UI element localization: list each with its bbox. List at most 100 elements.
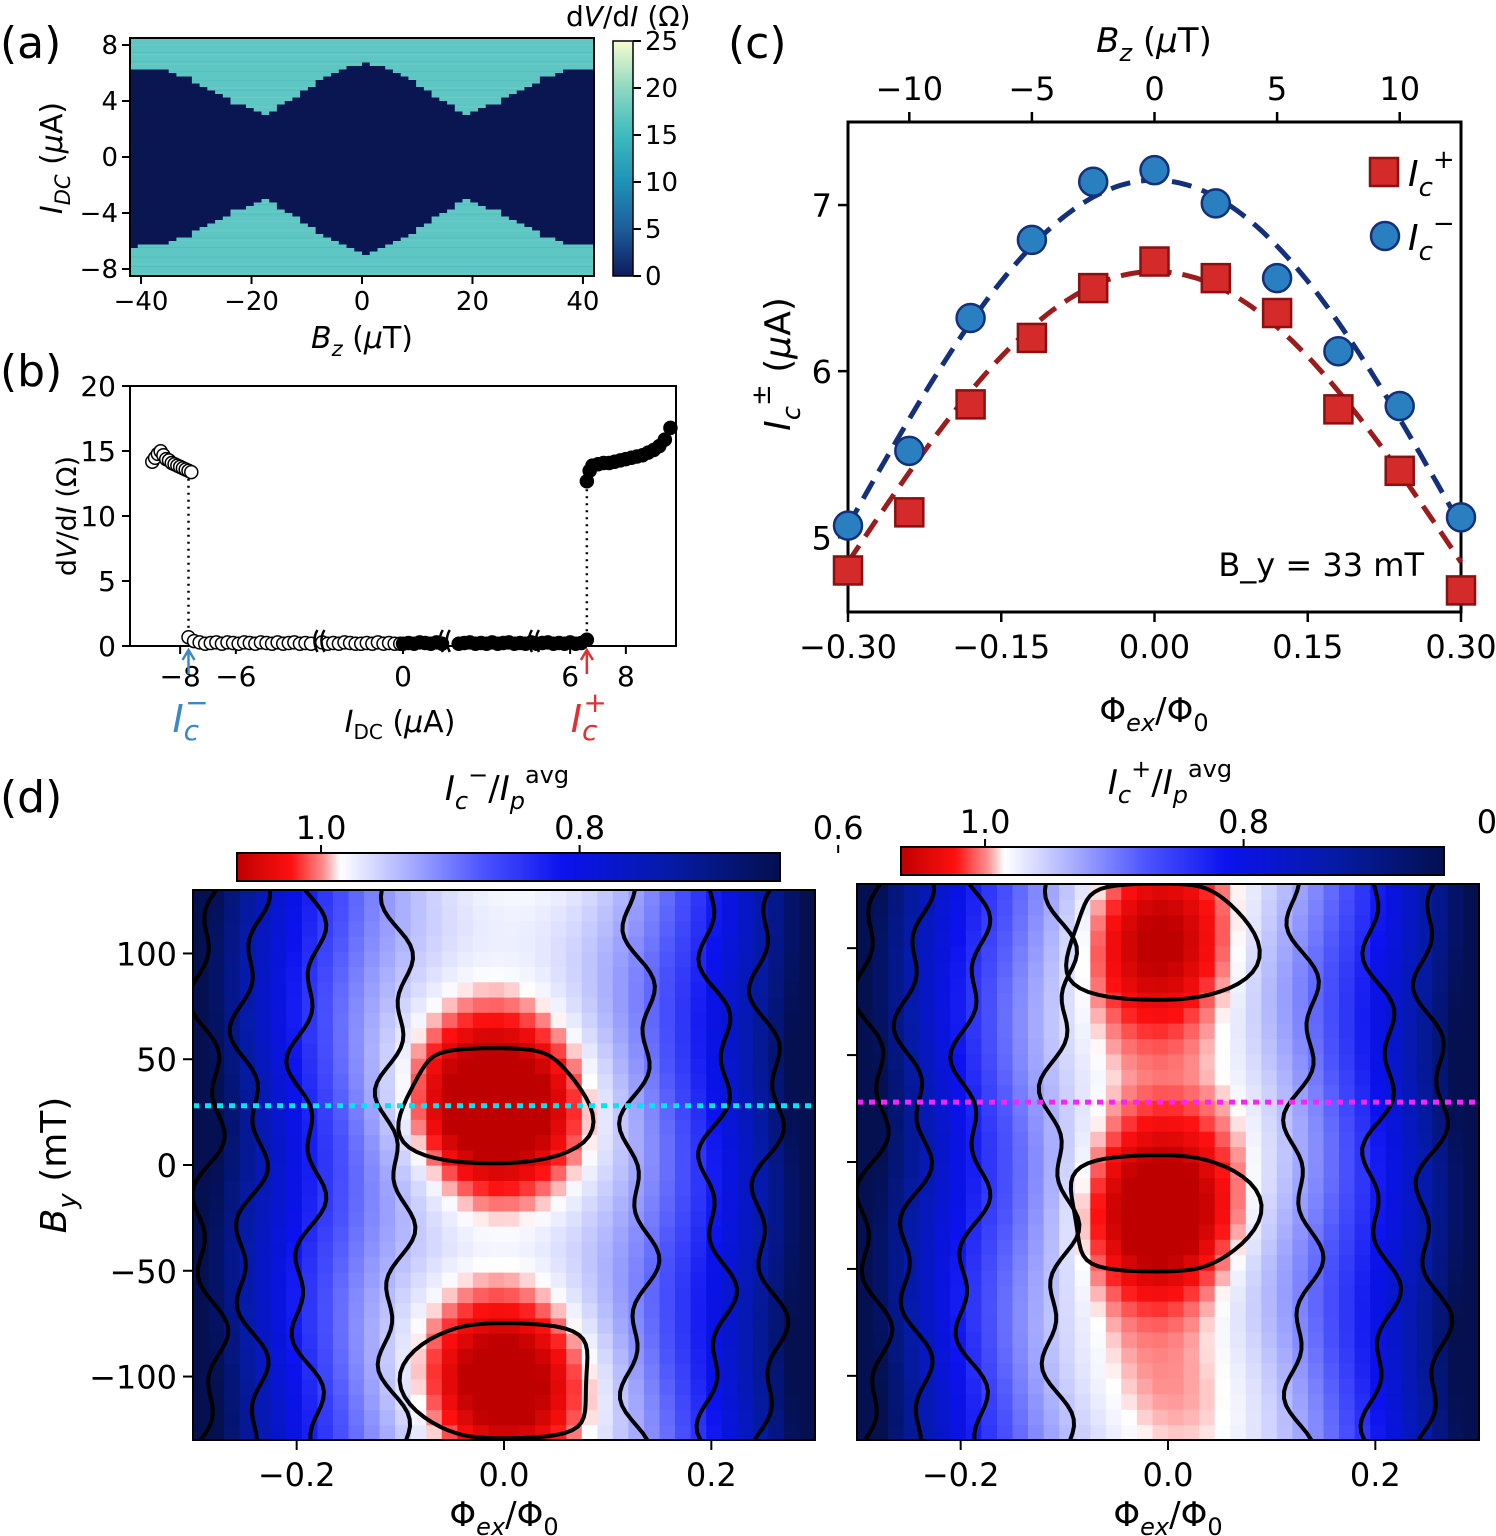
heatmap-cell — [1136, 1301, 1153, 1317]
heatmap-cell — [1261, 1069, 1278, 1086]
heatmap-cell — [457, 1088, 474, 1105]
heatmap-cell — [379, 935, 396, 952]
heatmap-cell — [224, 1134, 241, 1151]
heatmap-cell — [934, 1316, 951, 1333]
heatmap-cell — [597, 1012, 614, 1029]
heatmap-cell — [1245, 1285, 1262, 1302]
heatmap-cell — [1385, 1038, 1402, 1055]
heatmap-cell — [1168, 1038, 1185, 1055]
heatmap-cell — [1401, 1162, 1418, 1178]
heatmap-cell — [550, 1165, 567, 1181]
heatmap-cell — [919, 1285, 936, 1302]
heatmap-cell — [1183, 1424, 1200, 1440]
heatmap-cell — [1261, 1053, 1278, 1070]
heatmap-cell — [1354, 1285, 1371, 1302]
heatmap-cell — [255, 1271, 272, 1288]
heatmap-cell — [550, 981, 567, 998]
heatmap-cell — [488, 1134, 505, 1151]
heatmap-cell — [504, 1378, 521, 1395]
heatmap-cell — [644, 1348, 661, 1365]
heatmap-cell — [1370, 1301, 1387, 1317]
heatmap-cell — [675, 1317, 692, 1334]
heatmap-cell — [1199, 930, 1216, 947]
heatmap-cell — [1385, 976, 1402, 993]
heatmap-cell — [675, 1394, 692, 1411]
heatmap-cell — [981, 945, 998, 962]
heatmap-cell — [1463, 884, 1479, 900]
heatmap-cell — [1339, 1007, 1356, 1024]
heatmap-cell — [1323, 1347, 1340, 1364]
heatmap-cell — [364, 1134, 381, 1151]
heatmap-cell — [1074, 1316, 1091, 1333]
heatmap-cell — [566, 981, 583, 998]
heatmap-cell — [1463, 1239, 1479, 1256]
heatmap-cell — [1354, 884, 1371, 900]
heatmap-cell — [1276, 961, 1293, 978]
heatmap-cell — [919, 976, 936, 993]
heatmap-cell — [752, 1012, 769, 1029]
heatmap-cell — [721, 1333, 738, 1349]
contour-line — [694, 890, 740, 1440]
heatmap-cell — [348, 1134, 365, 1151]
heatmap-cell — [395, 1302, 412, 1319]
heatmap-cell — [208, 905, 225, 922]
heatmap-cell — [1183, 884, 1200, 900]
heatmap-cell — [934, 1177, 951, 1194]
heatmap-cell — [1261, 1038, 1278, 1055]
heatmap-cell — [1447, 1270, 1464, 1287]
heatmap-cell — [410, 981, 427, 998]
heatmap-cell — [224, 1180, 241, 1197]
heatmap-cell — [224, 1378, 241, 1395]
heatmap-cell — [1136, 1393, 1153, 1410]
heatmap-cell — [1401, 1316, 1418, 1333]
heatmap-cell — [332, 1012, 350, 1029]
heatmap-cell — [768, 1302, 785, 1319]
heatmap-cell — [581, 1317, 598, 1334]
heatmap-cell — [783, 1119, 800, 1136]
heatmap-cell — [1074, 1362, 1091, 1379]
heatmap-cell — [1432, 1208, 1449, 1225]
heatmap-cell — [1090, 1239, 1107, 1256]
heatmap-cell — [224, 1348, 241, 1365]
heatmap-cell — [581, 1149, 598, 1166]
heatmap-cell — [981, 1069, 998, 1086]
heatmap-cell — [1323, 1254, 1340, 1271]
heatmap-cell — [317, 1363, 334, 1380]
heatmap-cell — [581, 1271, 598, 1288]
heatmap-cell — [783, 1165, 800, 1181]
heatmap-cell — [1416, 1038, 1433, 1055]
heatmap-cell — [1416, 1177, 1433, 1194]
heatmap-cell — [768, 1378, 785, 1395]
heatmap-cell — [950, 1285, 967, 1302]
heatmap-cell — [1043, 930, 1060, 947]
colorbar-d-tick-label: 0.6 — [1477, 803, 1496, 841]
heatmap-cell — [1323, 1285, 1340, 1302]
heatmap-cell — [597, 1271, 614, 1288]
heatmap-cell — [1245, 884, 1262, 900]
heatmap-cell — [286, 935, 303, 952]
heatmap-cell — [1339, 930, 1356, 947]
heatmap-cell — [1074, 1331, 1091, 1348]
heatmap-cell — [270, 1241, 287, 1258]
heatmap-cell — [675, 1119, 692, 1136]
heatmap-cell — [1463, 1023, 1479, 1039]
heatmap-cell — [1230, 1285, 1247, 1302]
heatmap-cell — [783, 1394, 800, 1411]
heatmap-cell — [332, 1394, 350, 1411]
heatmap-cell — [997, 1239, 1014, 1256]
heatmap-cell — [1370, 961, 1387, 978]
heatmap-cell — [721, 966, 738, 983]
heatmap-cell — [934, 899, 951, 916]
heatmap-cell — [193, 1058, 210, 1074]
heatmap-cell — [239, 890, 256, 906]
heatmap-cell — [301, 1042, 318, 1059]
heatmap-cell — [1105, 1069, 1122, 1086]
heatmap-cell — [550, 1119, 567, 1136]
heatmap-cell — [675, 1363, 692, 1380]
heatmap-cell — [1432, 1301, 1449, 1317]
heatmap-cell — [752, 1317, 769, 1334]
heatmap-cell — [675, 1088, 692, 1105]
heatmap-cell — [301, 1333, 318, 1349]
heatmap-cell — [903, 1162, 920, 1178]
